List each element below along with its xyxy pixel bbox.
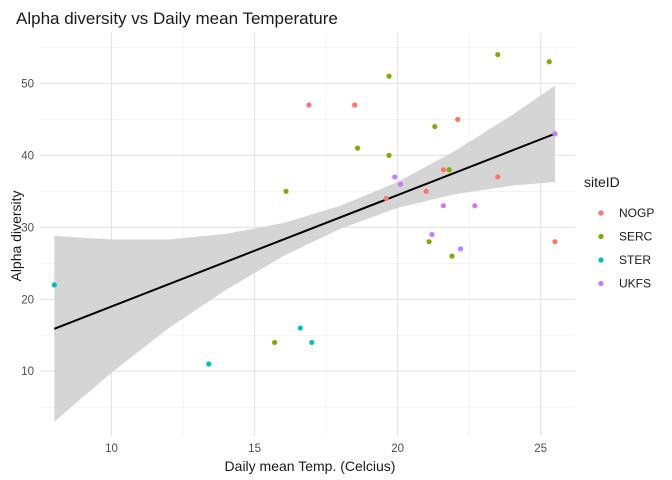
data-point-serc xyxy=(271,339,278,346)
y-tick-label: 30 xyxy=(21,222,34,234)
data-point-serc xyxy=(354,145,361,151)
data-point-ukfs xyxy=(440,203,446,209)
chart-title: Alpha diversity vs Daily mean Temperatur… xyxy=(16,9,338,28)
data-point-nogp xyxy=(383,195,389,202)
legend-label-nogp: NOGP xyxy=(619,206,654,220)
x-tick-label: 25 xyxy=(534,443,547,455)
scatter-points xyxy=(51,51,558,367)
data-point-ster xyxy=(206,361,212,367)
x-tick-label: 20 xyxy=(391,443,404,455)
data-point-serc xyxy=(546,59,552,65)
data-point-ukfs xyxy=(397,181,404,187)
legend-label-ukfs: UKFS xyxy=(619,277,651,291)
data-point-serc xyxy=(426,239,432,245)
x-tick-label: 15 xyxy=(248,443,261,455)
data-point-ster xyxy=(309,339,315,346)
data-point-serc xyxy=(446,167,452,173)
data-point-ukfs xyxy=(392,174,398,180)
x-axis-title: Daily mean Temp. (Celcius) xyxy=(225,458,396,474)
data-point-nogp xyxy=(440,167,446,173)
x-tick-label: 10 xyxy=(105,443,118,455)
regression-line xyxy=(53,132,556,330)
data-point-serc xyxy=(432,123,438,130)
data-point-serc xyxy=(386,152,392,158)
y-tick-label: 20 xyxy=(21,294,34,306)
data-point-serc xyxy=(495,51,501,58)
data-point-serc xyxy=(449,253,455,259)
legend-key-nogp xyxy=(598,210,604,216)
legend-title: siteID xyxy=(584,174,620,190)
legend-key-ukfs xyxy=(598,280,604,287)
y-tick-label: 50 xyxy=(21,78,34,90)
regression-line-layer xyxy=(53,132,556,330)
legend-key-ster xyxy=(598,257,604,263)
confidence-band-layer xyxy=(54,85,556,422)
legend: siteID NOGP SERC STER UKFS xyxy=(584,174,654,291)
data-point-nogp xyxy=(352,102,358,108)
data-point-ster xyxy=(297,325,303,331)
data-point-ukfs xyxy=(552,131,558,137)
data-point-nogp xyxy=(306,102,312,108)
y-tick-label: 10 xyxy=(21,366,34,378)
data-point-ukfs xyxy=(457,246,464,252)
data-point-serc xyxy=(386,73,392,79)
legend-label-serc: SERC xyxy=(619,230,653,244)
confidence-band xyxy=(54,85,556,422)
data-point-ukfs xyxy=(429,231,435,238)
data-point-serc xyxy=(283,188,289,194)
tick-labels: 10 15 20 25 10 20 30 40 50 xyxy=(21,78,547,455)
legend-label-ster: STER xyxy=(619,253,651,267)
data-point-ster xyxy=(51,282,57,288)
y-axis-title: Alpha diversity xyxy=(8,190,24,281)
data-point-nogp xyxy=(495,174,501,180)
data-point-nogp xyxy=(455,116,461,122)
data-point-ukfs xyxy=(472,203,478,209)
data-point-nogp xyxy=(552,239,558,245)
legend-key-serc xyxy=(598,233,604,240)
y-tick-label: 40 xyxy=(21,150,34,162)
data-point-nogp xyxy=(423,188,429,194)
